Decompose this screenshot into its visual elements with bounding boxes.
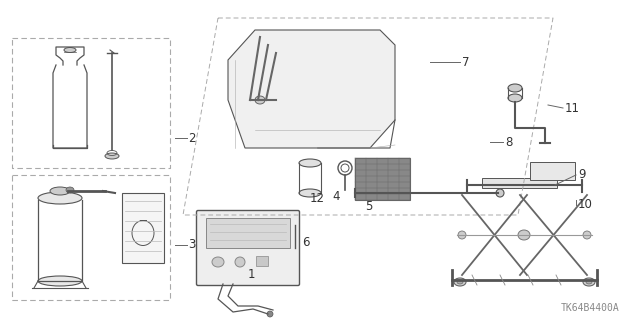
Text: 9: 9 (578, 168, 586, 182)
Ellipse shape (458, 231, 466, 239)
Ellipse shape (267, 311, 273, 317)
Text: 6: 6 (302, 235, 310, 249)
Ellipse shape (299, 159, 321, 167)
Ellipse shape (38, 192, 82, 204)
Text: 5: 5 (365, 199, 372, 212)
Text: 12: 12 (310, 191, 325, 204)
Text: 2: 2 (188, 131, 195, 145)
Text: TK64B4400A: TK64B4400A (561, 303, 620, 313)
Ellipse shape (299, 189, 321, 197)
Ellipse shape (50, 187, 70, 195)
Ellipse shape (64, 48, 76, 53)
Text: 3: 3 (188, 239, 195, 251)
Ellipse shape (212, 257, 224, 267)
Ellipse shape (508, 84, 522, 92)
Bar (206, 218, 290, 248)
Ellipse shape (496, 189, 504, 197)
Ellipse shape (457, 280, 463, 284)
Bar (482, 178, 557, 188)
Bar (122, 193, 164, 263)
Bar (530, 162, 575, 180)
Ellipse shape (586, 280, 592, 284)
Ellipse shape (255, 96, 265, 104)
Ellipse shape (235, 257, 245, 267)
Polygon shape (228, 30, 395, 148)
Bar (355, 158, 410, 200)
Ellipse shape (38, 276, 82, 286)
Ellipse shape (105, 153, 119, 159)
Text: 1: 1 (248, 269, 255, 281)
Ellipse shape (583, 278, 595, 286)
Text: 10: 10 (578, 198, 593, 211)
Ellipse shape (454, 278, 466, 286)
Text: 11: 11 (565, 101, 580, 115)
Text: 8: 8 (505, 136, 513, 149)
Ellipse shape (518, 230, 530, 240)
Ellipse shape (583, 231, 591, 239)
FancyBboxPatch shape (196, 211, 300, 286)
Ellipse shape (508, 94, 522, 102)
Ellipse shape (66, 187, 74, 193)
Text: 7: 7 (462, 56, 470, 69)
Bar (256, 256, 268, 266)
Text: 4: 4 (332, 189, 339, 203)
